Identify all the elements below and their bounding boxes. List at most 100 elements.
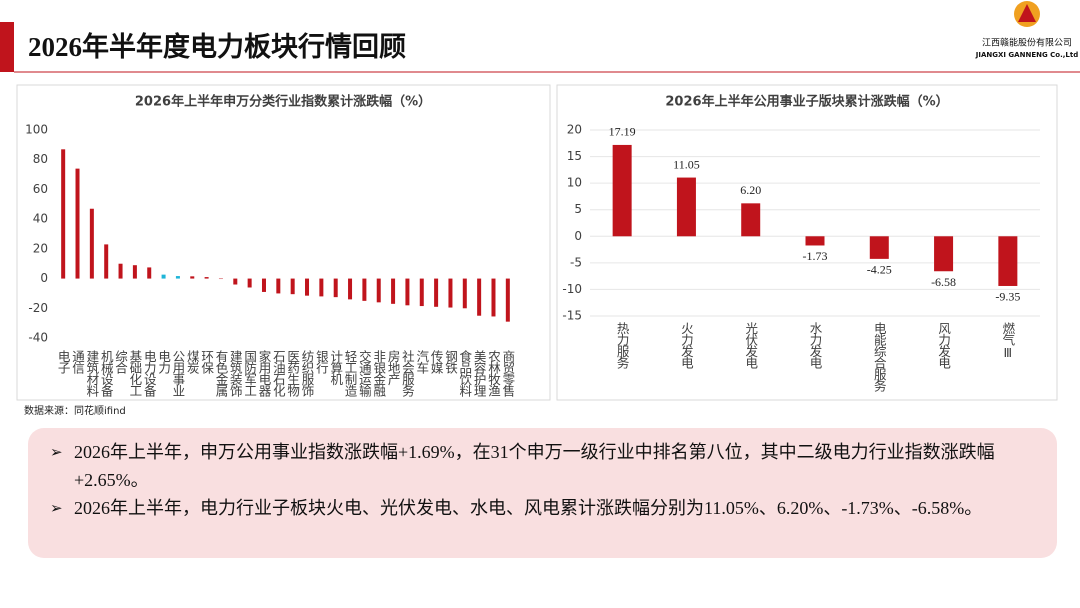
x-tick-label: 纺织服饰 xyxy=(300,350,315,397)
slide-title: 2026年半年度电力板块行情回顾 xyxy=(28,31,406,62)
bar xyxy=(247,278,252,288)
x-tick-label: 美容护理 xyxy=(472,350,487,397)
chart-title: 2026年上半年申万分类行业指数累计涨跌幅（%） xyxy=(135,94,431,110)
x-tick-label: 交通运输 xyxy=(357,349,372,398)
logo-icon xyxy=(1018,4,1036,22)
bar xyxy=(998,236,1018,286)
bullet: 2026年上半年，申万公用事业指数涨跌幅+1.69%，在31个申万一级行业中排名… xyxy=(50,438,1027,494)
bar xyxy=(132,265,137,279)
bar xyxy=(491,278,496,317)
x-tick-label: 汽车 xyxy=(414,349,429,375)
value-label: -9.35 xyxy=(995,290,1020,304)
x-tick-label: 计算机 xyxy=(328,350,343,386)
x-tick-label: 食品饮料 xyxy=(457,349,472,397)
y-tick-label: 60 xyxy=(33,182,48,196)
x-tick-label: 电力设备 xyxy=(142,350,157,398)
y-tick-label: 15 xyxy=(567,149,582,163)
bar xyxy=(405,278,410,306)
bar xyxy=(805,236,825,246)
bar xyxy=(61,149,66,279)
y-tick-label: 80 xyxy=(33,152,48,166)
y-tick-label: 0 xyxy=(574,229,582,243)
y-tick-label: -40 xyxy=(28,331,48,345)
x-tick-label: 建筑装饰 xyxy=(228,350,243,397)
y-tick-label: -20 xyxy=(28,301,48,315)
y-tick-label: 0 xyxy=(40,271,48,285)
x-tick-label: 传媒 xyxy=(429,349,444,374)
x-tick-label: 非银金融 xyxy=(371,350,386,398)
x-tick-label: 火力发电 xyxy=(679,322,694,369)
bar xyxy=(612,144,632,237)
bar xyxy=(305,278,310,296)
bar xyxy=(869,236,889,259)
panel xyxy=(16,84,551,401)
value-label: 11.05 xyxy=(673,157,700,171)
bar xyxy=(190,276,195,279)
y-tick-label: -10 xyxy=(562,282,582,296)
x-tick-label: 热力服务 xyxy=(615,322,630,369)
bar xyxy=(434,278,439,307)
x-tick-label: 农林牧渔 xyxy=(486,350,501,397)
x-tick-label: 电能综合服务 xyxy=(872,322,887,392)
bar xyxy=(276,278,281,294)
y-tick-label: 40 xyxy=(33,212,48,226)
logo-en: JIANGXI GANNENG Co.,Ltd xyxy=(975,51,1078,59)
value-label: 17.19 xyxy=(609,125,636,139)
y-tick-label: 20 xyxy=(33,241,48,255)
y-tick-label: 5 xyxy=(574,202,582,216)
value-label: -1.73 xyxy=(803,249,828,263)
x-tick-label: 燃气Ⅲ xyxy=(1000,321,1015,359)
x-tick-label: 社会服务 xyxy=(400,349,415,397)
bar xyxy=(89,208,94,279)
y-tick-label: 20 xyxy=(567,123,582,137)
x-tick-label: 家用电器 xyxy=(256,349,271,398)
bar xyxy=(934,236,954,272)
x-tick-label: 风力发电 xyxy=(936,322,951,369)
x-tick-label: 石油石化 xyxy=(271,350,286,398)
bar xyxy=(462,278,467,309)
bar xyxy=(362,278,367,301)
x-tick-label: 商贸零售 xyxy=(500,349,515,397)
chart-title: 2026年上半年公用事业子版块累计涨跌幅（%） xyxy=(665,94,948,110)
bar xyxy=(290,278,295,295)
bar xyxy=(376,278,381,303)
bar xyxy=(391,278,396,304)
x-tick-label: 机械设备 xyxy=(99,350,114,398)
bar xyxy=(477,278,482,316)
x-tick-label: 水力发电 xyxy=(808,322,823,369)
x-tick-label: 综合 xyxy=(113,350,128,374)
y-tick-label: -5 xyxy=(570,255,582,269)
bar xyxy=(741,203,761,237)
x-tick-label: 有色金属 xyxy=(213,350,228,398)
x-tick-label: 医药生物 xyxy=(285,350,300,398)
bar xyxy=(448,278,453,308)
x-tick-label: 环保 xyxy=(199,350,214,374)
value-label: -4.25 xyxy=(867,263,892,277)
y-tick-label: 100 xyxy=(25,123,48,137)
bar xyxy=(319,278,324,297)
x-tick-label: 建筑材料 xyxy=(84,350,99,397)
bar xyxy=(419,278,424,307)
y-tick-label: 10 xyxy=(567,176,582,190)
source: 数据来源：同花顺ifind xyxy=(24,404,126,417)
title-bar xyxy=(0,22,14,72)
x-tick-label: 光伏发电 xyxy=(743,322,758,369)
panel xyxy=(556,84,1058,401)
bar xyxy=(261,278,266,292)
x-tick-label: 钢铁 xyxy=(443,350,458,374)
x-tick-label: 基础化工 xyxy=(127,350,142,396)
bar xyxy=(175,276,180,279)
x-tick-label: 通信 xyxy=(70,350,85,375)
bar xyxy=(333,278,338,298)
bullet: 2026年上半年，电力行业子板块火电、光伏发电、水电、风电累计涨跌幅分别为11.… xyxy=(50,494,1027,522)
summary-box: 2026年上半年，申万公用事业指数涨跌幅+1.69%，在31个申万一级行业中排名… xyxy=(28,428,1057,558)
bar xyxy=(348,278,353,300)
value-label: -6.58 xyxy=(931,275,956,289)
logo-cn: 江西赣能股份有限公司 xyxy=(982,37,1072,49)
bar xyxy=(118,263,123,279)
x-tick-label: 煤炭 xyxy=(185,350,200,375)
x-tick-label: 国防军工 xyxy=(242,350,257,396)
bar xyxy=(505,278,510,322)
